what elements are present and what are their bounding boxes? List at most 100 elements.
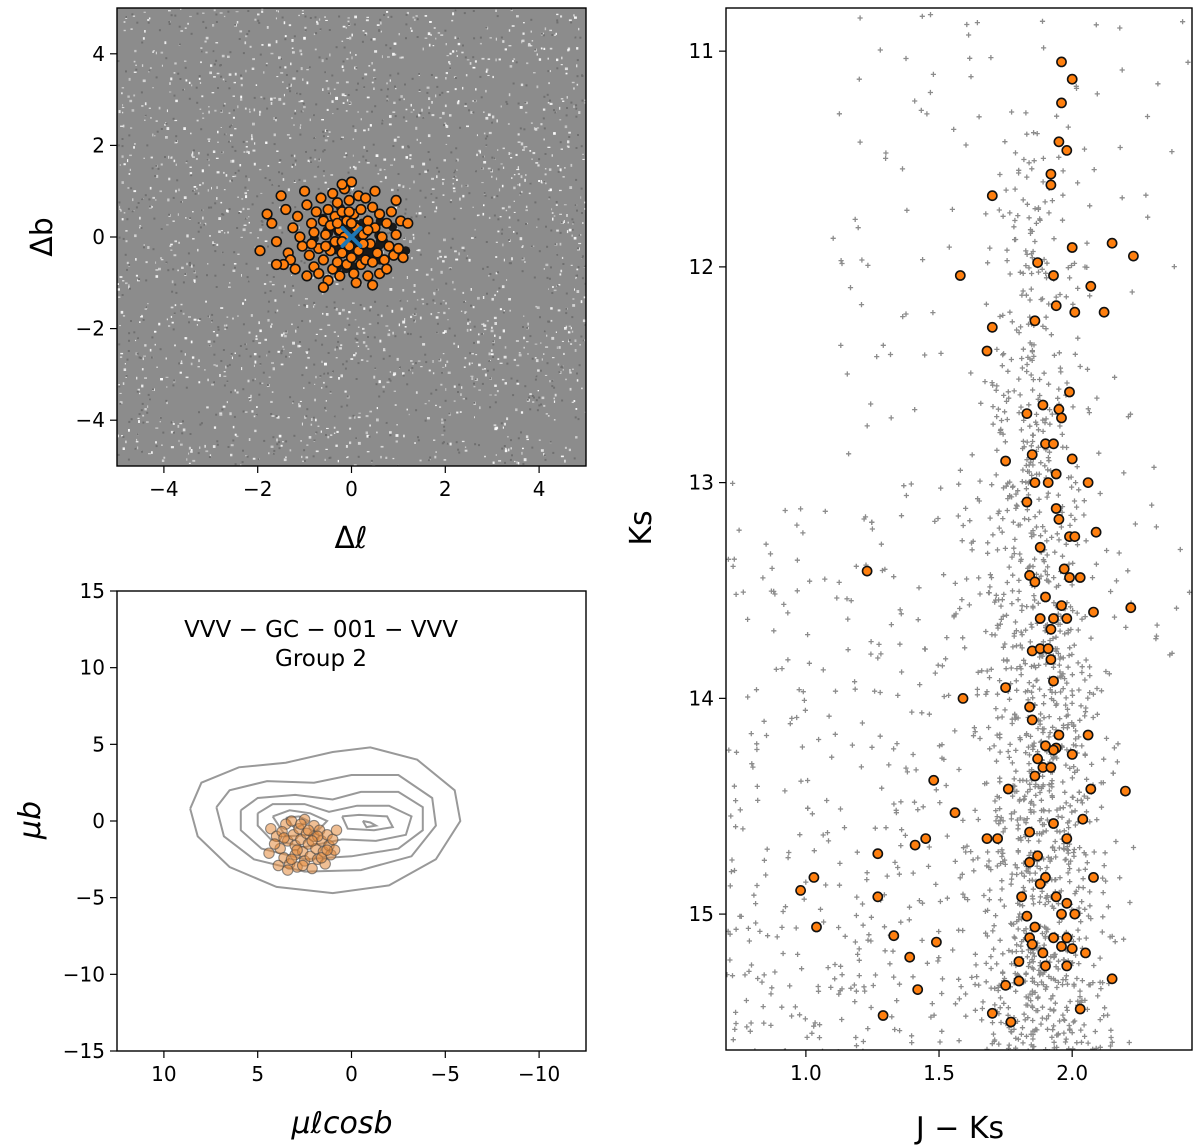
field-star <box>130 418 133 421</box>
cmd-field-star <box>1068 626 1074 633</box>
sky-member-point-68 <box>376 231 388 243</box>
field-star <box>267 310 270 313</box>
sky-member-point-50 <box>350 277 362 289</box>
field-gap <box>510 152 512 155</box>
field-gap <box>467 255 469 257</box>
field-gap <box>520 411 524 414</box>
cmd-field-star <box>1102 1005 1108 1011</box>
cmd-field-star <box>1079 899 1085 905</box>
field-star <box>501 447 504 450</box>
cmd-field-star <box>1066 1022 1072 1029</box>
field-gap <box>536 127 540 129</box>
field-gap <box>340 344 343 347</box>
field-star <box>501 228 504 231</box>
field-star <box>442 441 445 444</box>
cmd-field-star <box>877 47 883 53</box>
cmd-field-star <box>763 541 769 547</box>
field-gap <box>310 423 313 426</box>
field-star <box>419 189 422 192</box>
cmd-field-star <box>877 733 883 739</box>
cmd-field-star <box>1119 195 1125 201</box>
cmd-field-star <box>1046 808 1052 814</box>
field-star <box>185 386 188 389</box>
cmd-field-star <box>1017 551 1023 557</box>
field-gap <box>335 96 338 100</box>
field-star <box>227 10 230 13</box>
cmd-field-star <box>1042 199 1048 205</box>
field-gap <box>347 456 349 458</box>
field-gap <box>346 317 349 320</box>
field-gap <box>248 331 251 334</box>
sky-member-point-0 <box>261 208 273 220</box>
cmd-field-star <box>944 895 950 901</box>
cmd-field-star <box>1005 389 1011 395</box>
field-star <box>473 325 476 328</box>
field-star <box>240 74 242 77</box>
field-gap <box>228 112 231 114</box>
field-gap <box>362 341 366 344</box>
field-star <box>303 449 306 452</box>
field-gap <box>536 226 538 228</box>
cmd-field-star <box>761 718 767 724</box>
cmd-field-star <box>1038 797 1044 803</box>
cmd-field-star <box>1056 386 1062 392</box>
cmd-field-star <box>1044 817 1050 823</box>
field-star <box>576 372 578 375</box>
cmd-field-star <box>1014 865 1020 871</box>
field-gap <box>543 404 546 407</box>
field-gap <box>508 205 511 209</box>
field-star <box>304 15 307 18</box>
cmd-field-star <box>1023 750 1029 756</box>
cmd-field-star <box>1022 661 1028 667</box>
field-star <box>493 157 496 160</box>
cmd-field-star <box>1037 789 1043 796</box>
field-gap <box>456 50 458 52</box>
cmd-field-star <box>1009 760 1015 766</box>
field-gap <box>430 313 433 316</box>
cmd-member-point-31 <box>1050 468 1062 480</box>
field-star <box>553 386 556 389</box>
pm-ytick-label-3: 0 <box>92 809 105 833</box>
field-star <box>510 377 513 380</box>
field-gap <box>413 109 415 111</box>
cmd-field-star <box>999 363 1005 369</box>
field-gap <box>452 12 455 16</box>
pm-xtick-label-4: −10 <box>518 1062 560 1086</box>
field-star <box>486 266 489 268</box>
field-star <box>298 178 301 181</box>
cmd-field-star <box>1112 374 1118 380</box>
field-gap <box>150 156 153 159</box>
cmd-field-star <box>1005 1005 1011 1011</box>
field-gap <box>441 421 444 424</box>
field-gap <box>428 106 430 109</box>
field-gap <box>508 93 511 97</box>
field-star <box>533 396 535 399</box>
field-star <box>168 213 171 216</box>
field-gap <box>398 323 400 327</box>
field-gap <box>492 75 494 79</box>
field-gap <box>248 216 250 218</box>
field-star <box>178 43 181 46</box>
field-star <box>506 102 509 105</box>
field-gap <box>421 298 424 301</box>
cmd-field-star <box>1033 411 1040 417</box>
field-star <box>252 379 255 382</box>
field-star <box>178 362 181 365</box>
cmd-field-star <box>1087 819 1093 825</box>
cmd-field-star <box>960 817 966 823</box>
cmd-field-star <box>786 849 792 856</box>
cmd-field-star <box>1003 398 1010 404</box>
field-gap <box>569 369 571 372</box>
field-gap <box>456 411 459 414</box>
cmd-field-star <box>787 721 793 727</box>
field-gap <box>280 444 283 447</box>
field-star <box>213 340 216 343</box>
field-star <box>385 44 388 47</box>
cmd-field-star <box>1007 741 1013 747</box>
field-star <box>478 444 480 447</box>
field-gap <box>314 398 316 402</box>
field-star <box>449 201 452 204</box>
field-star <box>141 402 144 405</box>
field-gap <box>410 315 413 318</box>
cmd-field-star <box>805 805 811 811</box>
